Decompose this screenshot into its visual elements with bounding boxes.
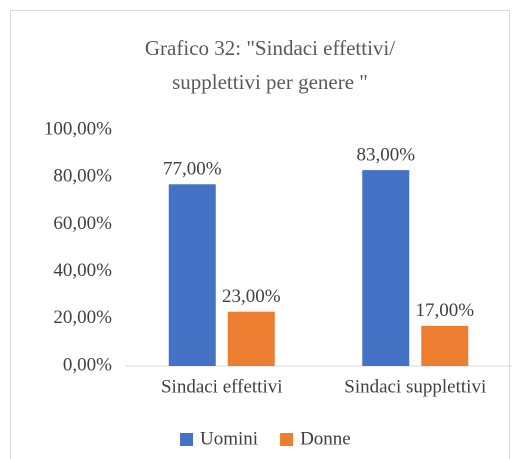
chart-border xyxy=(10,10,510,459)
bar xyxy=(362,170,410,366)
legend-label: Uomini xyxy=(200,428,258,449)
data-label: 23,00% xyxy=(222,286,281,307)
y-tick-label: 60,00% xyxy=(53,213,112,234)
y-tick-label: 40,00% xyxy=(53,260,112,281)
y-tick-label: 80,00% xyxy=(53,166,112,187)
y-tick-label: 20,00% xyxy=(53,307,112,328)
chart-title: Grafico 32: "Sindaci effettivi/ xyxy=(145,36,395,60)
y-tick-label: 0,00% xyxy=(63,354,112,375)
legend-swatch xyxy=(180,433,193,446)
data-label: 77,00% xyxy=(163,159,222,180)
y-tick-label: 100,00% xyxy=(44,118,112,139)
legend-label: Donne xyxy=(300,428,351,449)
data-label: 83,00% xyxy=(356,144,415,165)
bar xyxy=(168,184,216,366)
bar xyxy=(421,325,469,366)
data-label: 17,00% xyxy=(415,300,474,321)
chart-title: supplettivi per genere " xyxy=(172,70,368,94)
bar xyxy=(227,311,275,366)
x-tick-label: Sindaci effettivi xyxy=(161,376,283,397)
x-tick-label: Sindaci supplettivi xyxy=(344,376,486,397)
legend-swatch xyxy=(280,433,294,446)
